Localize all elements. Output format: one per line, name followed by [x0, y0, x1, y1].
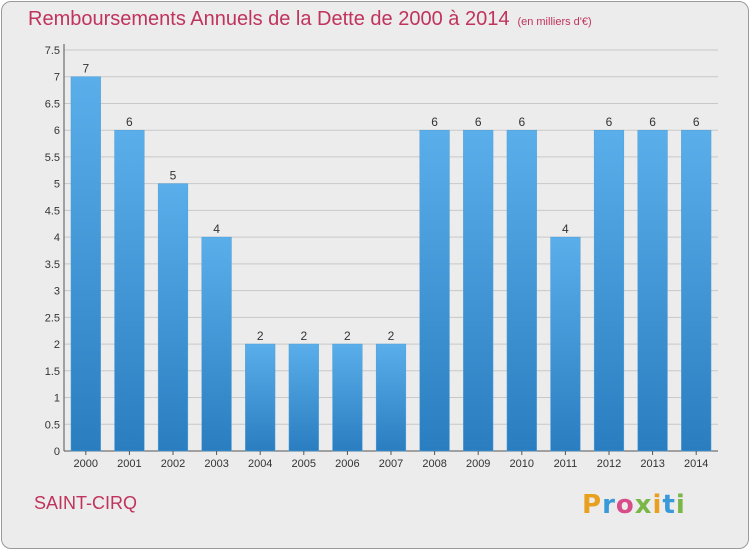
y-tick-label: 5: [54, 179, 60, 191]
bar-2013: [637, 129, 668, 452]
chart-title-unit: (en milliers d'€): [517, 16, 592, 28]
value-label: 2: [257, 329, 264, 343]
x-tick-label: 2002: [161, 458, 185, 470]
y-tick-label: 1: [54, 393, 60, 405]
y-tick-label: 4: [54, 232, 60, 244]
y-tick-label: 0.5: [45, 419, 60, 431]
logo-letter: r: [602, 490, 616, 520]
place-name: SAINT-CIRQ: [34, 493, 138, 513]
x-tick-label: 2008: [422, 458, 446, 470]
bar-2007: [375, 343, 407, 452]
bar-2006: [332, 343, 363, 452]
value-label: 6: [649, 115, 656, 129]
bar-2003: [201, 236, 232, 452]
x-tick-label: 2010: [510, 458, 534, 470]
y-tick-label: 2.5: [45, 312, 60, 324]
x-tick-label: 2013: [640, 458, 664, 470]
x-tick-label: 2000: [74, 458, 98, 470]
value-label: 5: [170, 169, 177, 183]
bar-2008: [419, 129, 450, 452]
y-tick-label: 7: [54, 72, 60, 84]
logo-letter: x: [634, 490, 653, 520]
value-label: 4: [562, 222, 569, 236]
y-tick-label: 4.5: [45, 205, 60, 217]
x-tick-label: 2006: [335, 458, 359, 470]
value-label: 6: [475, 115, 482, 129]
x-tick-labels: 2000 2001 2002 2003 2004 2005 2006 2007 2008 2009…: [74, 451, 708, 470]
logo-letter: i: [675, 490, 686, 520]
value-label: 6: [431, 115, 438, 129]
x-tick-label: 2004: [248, 458, 272, 470]
logo-letter: t: [662, 490, 676, 520]
logo-letter: P: [582, 490, 603, 520]
value-label: 2: [344, 329, 351, 343]
bar-2010: [506, 129, 537, 452]
value-label: 6: [518, 115, 525, 129]
bar-2005: [288, 343, 319, 452]
x-tick-label: 2014: [684, 458, 708, 470]
y-tick-label: 2: [54, 339, 60, 351]
bars: [70, 76, 712, 452]
x-tick-label: 2005: [292, 458, 316, 470]
y-tick-label: 7.5: [45, 45, 60, 57]
chart-title: Remboursements Annuels de la Dette de 20…: [28, 8, 592, 31]
value-label: 7: [82, 62, 89, 76]
value-label: 2: [300, 329, 307, 343]
value-labels: 7 6 5 4 2 2 2 2 6 6 6 4 6 6 6: [82, 62, 699, 343]
x-tick-label: 2011: [554, 458, 578, 470]
bar-2009: [463, 129, 494, 452]
value-label: 6: [606, 115, 613, 129]
bar-2000: [70, 76, 101, 452]
x-tick-label: 2001: [117, 458, 141, 470]
value-label: 6: [126, 115, 133, 129]
y-tick-labels: 0 0.5 1 1.5 2 2.5 3 3.5 4 4.5 5 5.5 6 6.5 7 7.5: [45, 45, 60, 458]
y-tick-label: 1.5: [45, 366, 60, 378]
y-tick-label: 3: [54, 286, 60, 298]
proxiti-logo[interactable]: Proxiti: [582, 490, 686, 520]
x-tick-label: 2009: [466, 458, 490, 470]
value-label: 6: [693, 115, 700, 129]
value-label: 2: [388, 329, 395, 343]
bar-2014: [681, 129, 712, 452]
y-tick-label: 6.5: [45, 98, 60, 110]
y-tick-label: 5.5: [45, 152, 60, 164]
x-tick-label: 2007: [379, 458, 403, 470]
x-tick-label: 2003: [204, 458, 228, 470]
bar-2012: [593, 129, 625, 452]
bar-2011: [550, 236, 581, 452]
value-label: 4: [213, 222, 220, 236]
logo-letter: i: [652, 490, 663, 520]
y-tick-label: 3.5: [45, 259, 60, 271]
x-tick-label: 2012: [597, 458, 621, 470]
chart-title-text: Remboursements Annuels de la Dette de 20…: [28, 8, 510, 30]
logo-letter: o: [615, 490, 635, 520]
y-tick-label: 6: [54, 125, 60, 137]
bar-2002: [157, 183, 189, 452]
bar-2001: [114, 129, 145, 452]
y-tick-label: 0: [54, 446, 60, 458]
bar-2004: [245, 343, 276, 452]
